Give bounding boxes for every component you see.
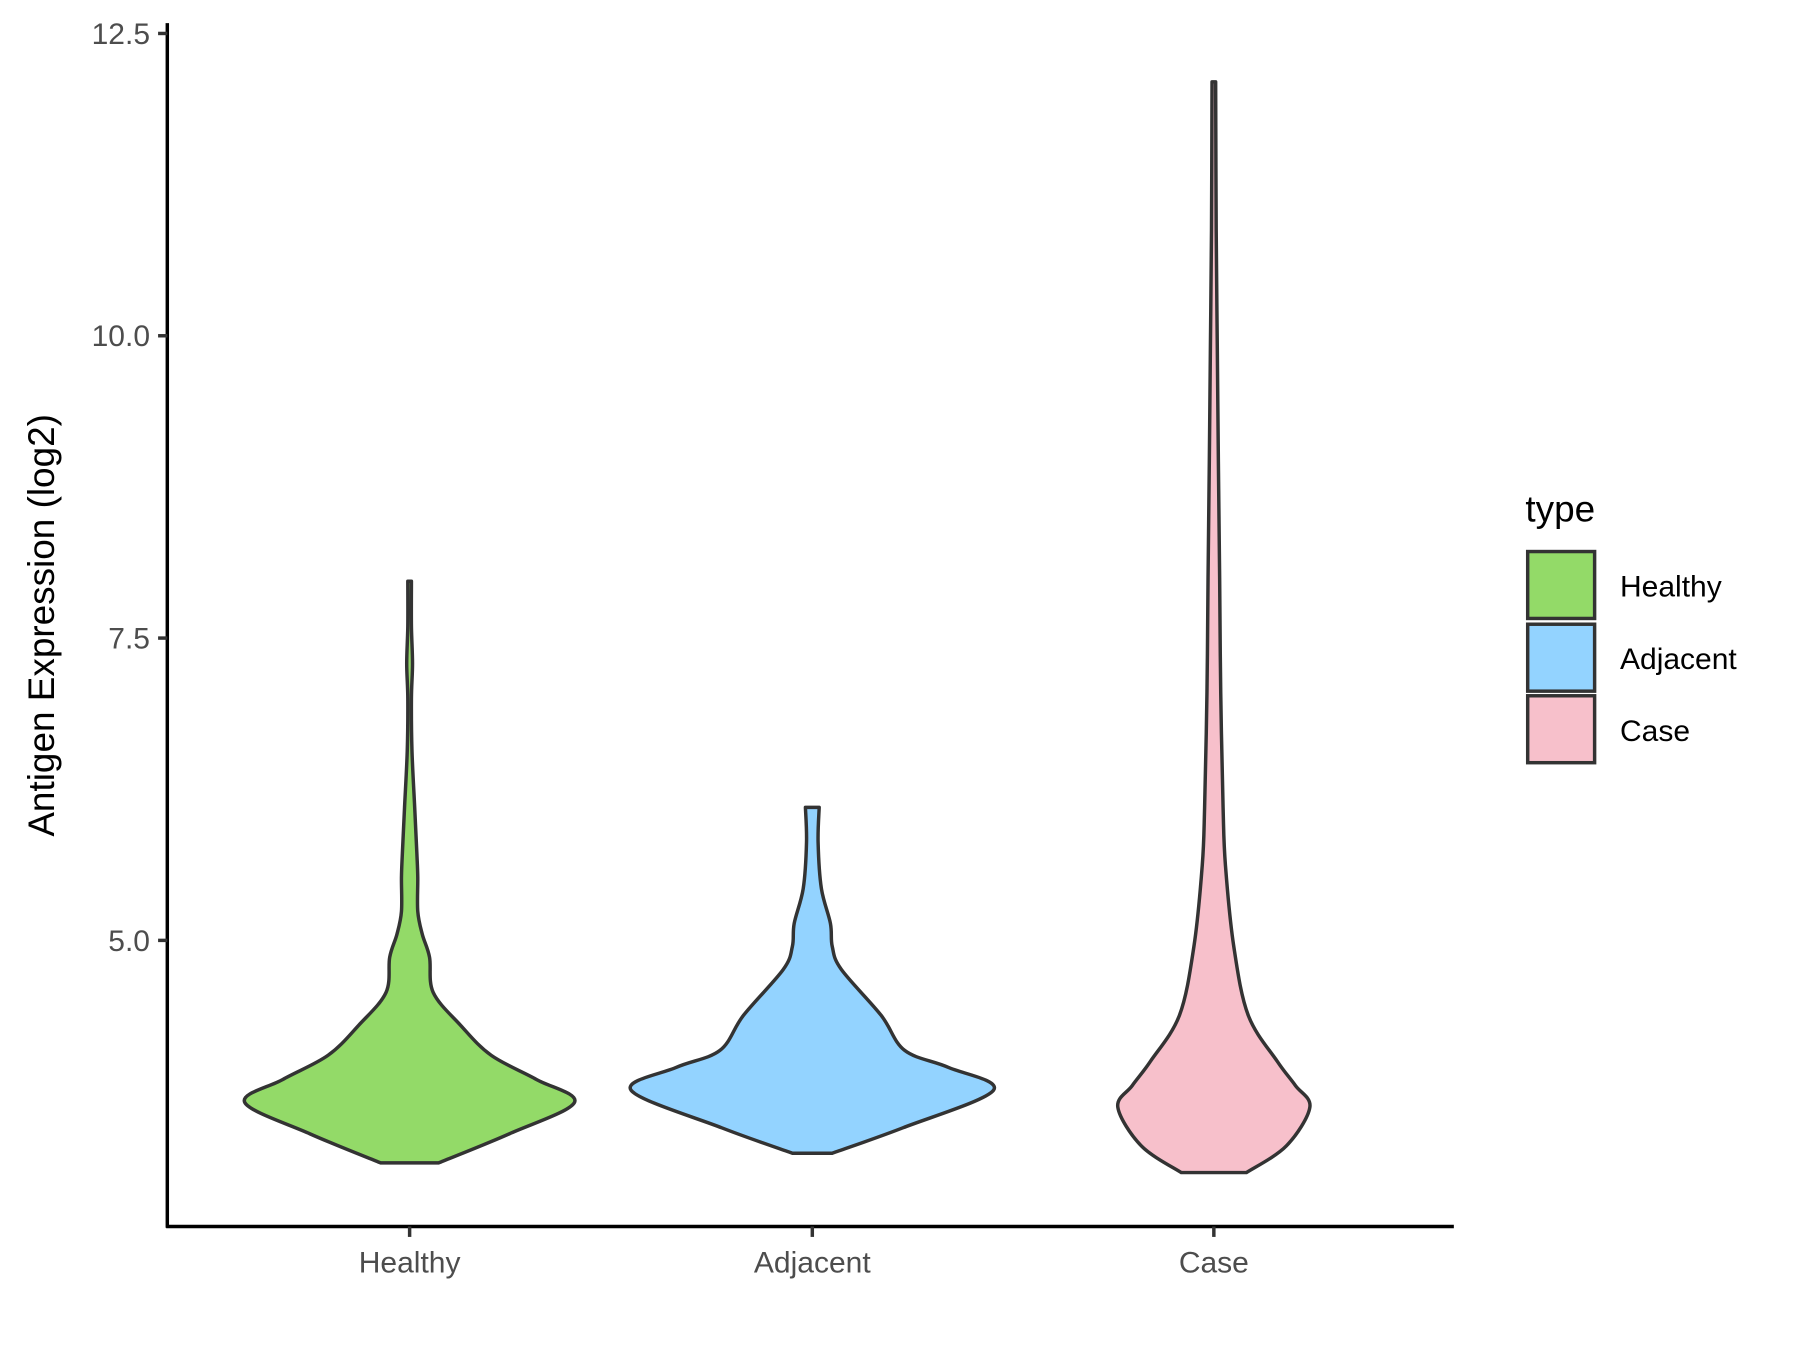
violin-healthy <box>242 579 577 1165</box>
legend-label: Adjacent <box>1620 643 1737 676</box>
x-tick-label: Healthy <box>359 1247 461 1280</box>
y-axis-title: Antigen Expression (log2) <box>21 414 62 837</box>
violin-adjacent <box>628 805 997 1155</box>
legend-label: Healthy <box>1620 571 1722 604</box>
legend-title: type <box>1525 489 1595 530</box>
legend: type Healthy Adjacent Case <box>1525 489 1737 765</box>
y-tick-label: 12.5 <box>92 18 150 51</box>
y-tick-label: 7.5 <box>108 622 150 655</box>
x-tick-label: Case <box>1179 1247 1249 1280</box>
x-ticks: Healthy Adjacent Case <box>359 1226 1249 1280</box>
violin-case <box>1116 80 1312 1175</box>
y-tick-label: 5.0 <box>108 925 150 958</box>
legend-swatch-case <box>1525 694 1597 765</box>
x-tick-label: Adjacent <box>754 1247 871 1280</box>
y-ticks: 5.0 7.5 10.0 12.5 <box>92 18 168 958</box>
y-tick-label: 10.0 <box>92 320 150 353</box>
legend-swatch-healthy <box>1525 549 1597 621</box>
legend-swatch-adjacent <box>1525 622 1597 693</box>
violins <box>242 80 1312 1175</box>
legend-label: Case <box>1620 715 1690 748</box>
